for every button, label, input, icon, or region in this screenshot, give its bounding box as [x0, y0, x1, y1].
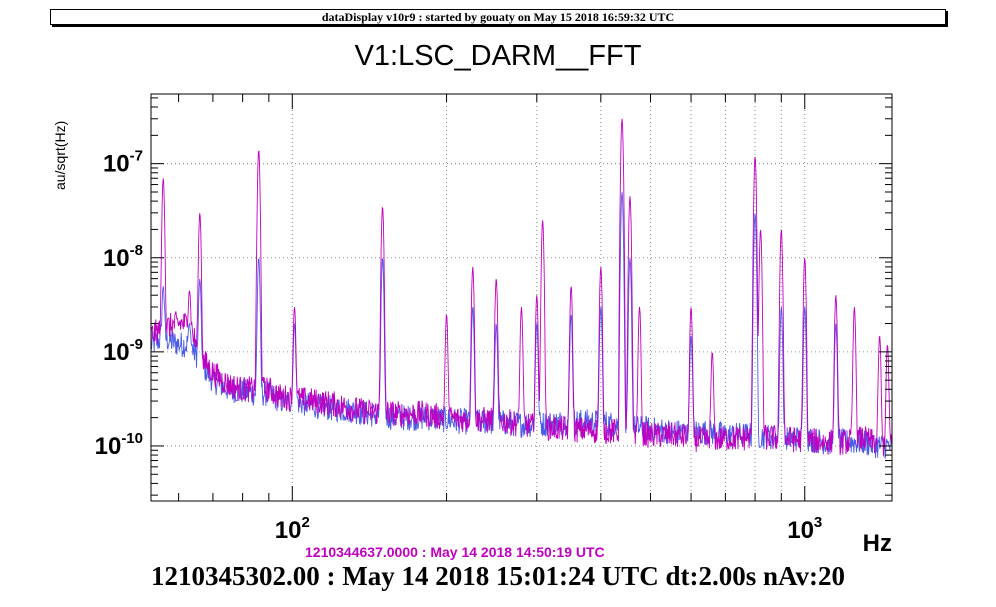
header-shadow-right	[946, 11, 948, 27]
header-text: dataDisplay v10r9 : started by gouaty on…	[321, 10, 675, 24]
x-tick-label: 103	[787, 514, 822, 544]
plot-frame	[150, 93, 893, 502]
chart-title: V1:LSC_DARM__FFT	[354, 40, 642, 72]
header-box: dataDisplay v10r9 : started by gouaty on…	[50, 9, 946, 25]
plot-area	[151, 94, 892, 501]
header-shadow	[52, 25, 948, 27]
reference-timestamp: 1210344637.0000 : May 14 2018 14:50:19 U…	[305, 544, 605, 560]
x-axis-label: Hz	[863, 530, 892, 557]
y-tick-label: 10-9	[103, 336, 143, 366]
series-line	[150, 118, 893, 457]
x-tick-label: 102	[275, 514, 310, 544]
y-tick-label: 10-10	[95, 430, 143, 460]
y-tick-label: 10-7	[103, 148, 143, 178]
footer-timestamp: 1210345302.00 : May 14 2018 15:01:24 UTC…	[151, 561, 845, 591]
y-tick-label: 10-8	[103, 242, 143, 272]
